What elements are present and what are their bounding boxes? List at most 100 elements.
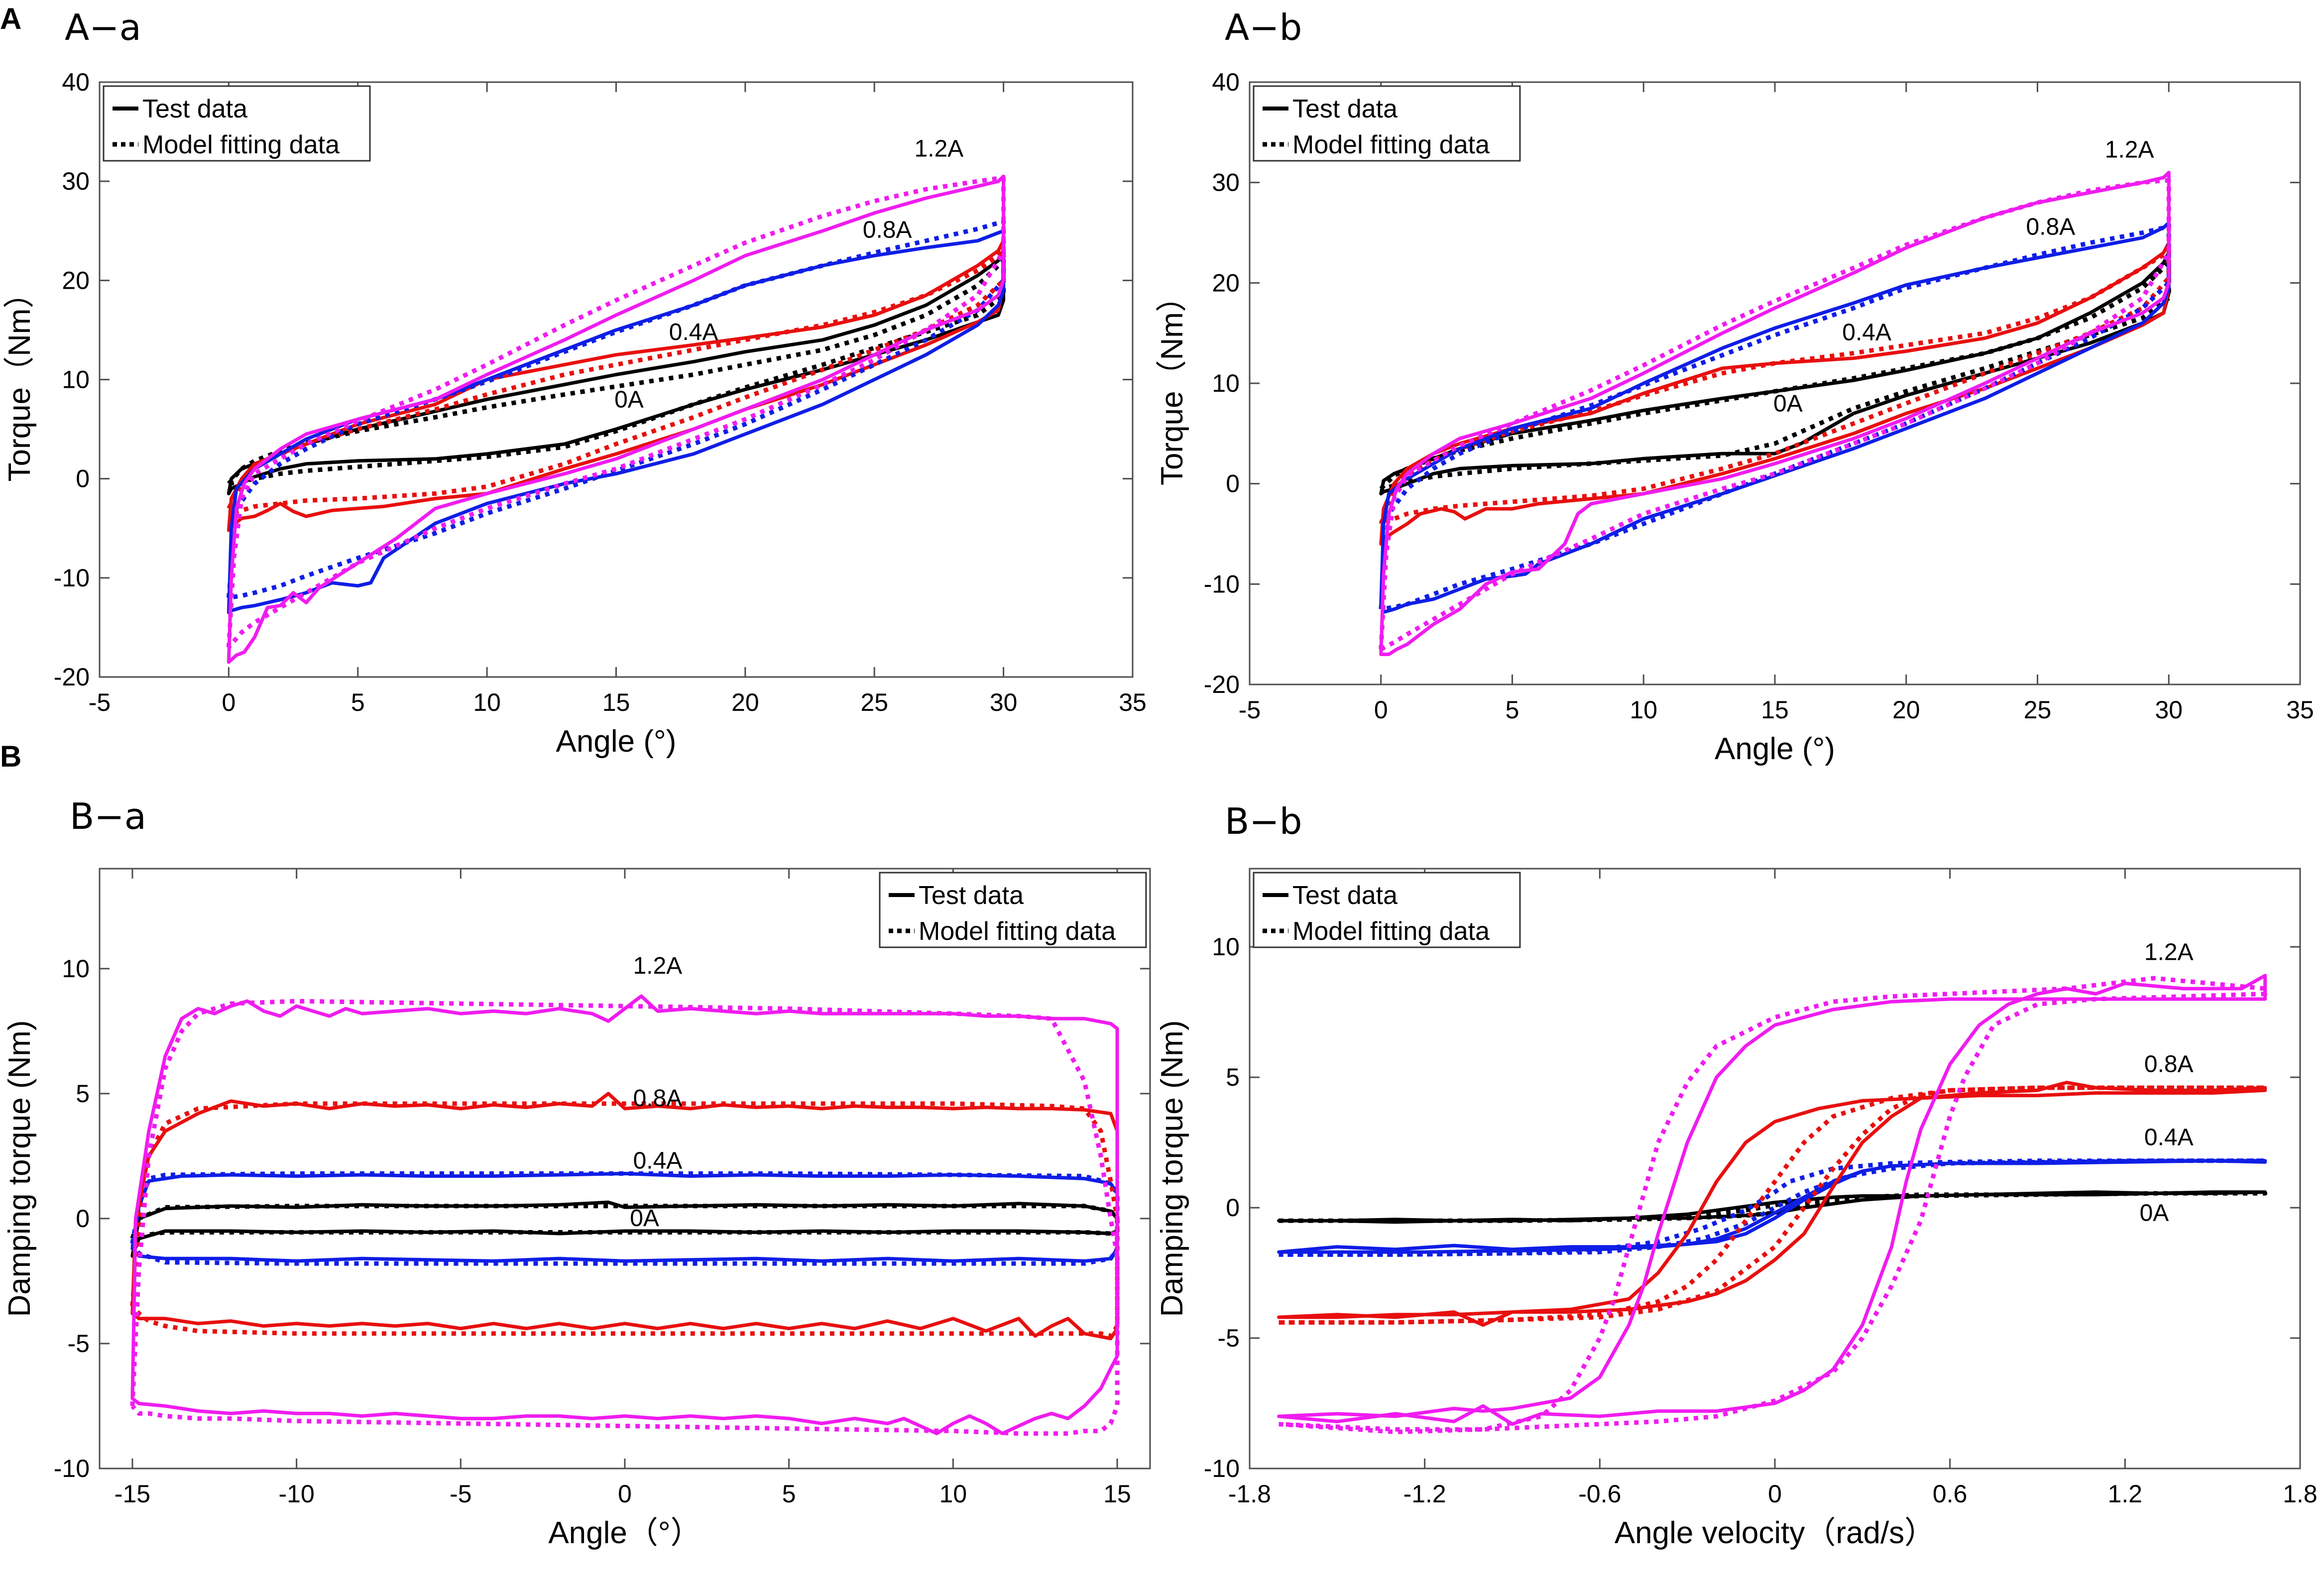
x-tick-label: 30 — [2155, 696, 2183, 724]
y-tick-label: 20 — [1212, 269, 1240, 297]
annotation-1-2a: 1.2A — [915, 135, 964, 162]
x-tick-label: 1.8 — [2283, 1480, 2318, 1508]
annotation-0-8a: 0.8A — [633, 1085, 683, 1112]
legend-box — [879, 872, 1147, 948]
annotation-0a: 0A — [630, 1205, 659, 1232]
legend-label: Model fitting data — [1292, 130, 1490, 159]
annotation-0a: 0A — [2140, 1200, 2169, 1226]
axes-box — [99, 81, 1134, 678]
annotation-0-4a: 0.4A — [669, 319, 718, 345]
y-axis-label: Torque（Nm） — [2, 278, 37, 482]
series-0-8a-model-fit — [1278, 1085, 2268, 1325]
subplot-title: B−b — [1225, 800, 1302, 842]
x-tick-label: 5 — [1506, 696, 1519, 724]
y-axis-label: Damping torque (Nm) — [2, 1020, 37, 1317]
y-tick-label: 30 — [1212, 169, 1240, 197]
axes-box — [99, 868, 1151, 1469]
y-tick-label: -20 — [54, 663, 90, 691]
axes-box — [1249, 81, 2301, 685]
y-tick-label: 5 — [1226, 1063, 1240, 1091]
panel-letter-A: A — [0, 2, 21, 35]
series-1-2a-test-data — [130, 994, 1119, 1436]
axes-box — [1249, 868, 2301, 1469]
legend-label: Test data — [142, 95, 247, 123]
y-tick-label: -10 — [1204, 570, 1240, 598]
series-0a-model-fit — [130, 1204, 1120, 1241]
panel-letter-B: B — [0, 740, 21, 773]
series-0-4a-model-fit — [227, 248, 1006, 516]
y-tick-label: 10 — [62, 955, 90, 983]
chart-B-b: B−b -1.8 -1.2 -0.6 0 0.6 1.2 1.8 -10 -5 0 5 10 Angle … — [1155, 800, 2318, 1550]
legend-label: Test data — [919, 881, 1024, 910]
x-tick-label: 15 — [602, 688, 630, 716]
x-tick-label: 0 — [1768, 1480, 1782, 1508]
x-tick-label: -5 — [1239, 696, 1261, 724]
x-tick-label: 0.6 — [1933, 1480, 1968, 1508]
x-tick-label: 20 — [1892, 696, 1920, 724]
x-tick-label: 0 — [222, 688, 235, 716]
y-axis-label: Torque（Nm） — [1155, 281, 1189, 485]
series-1-2a-model-fit — [1379, 178, 2171, 652]
x-axis-label: Angle velocity（rad/s） — [1615, 1516, 1935, 1550]
y-tick-label: 10 — [1212, 933, 1240, 961]
x-tick-label: 1.2 — [2108, 1480, 2143, 1508]
legend-label: Model fitting data — [1292, 917, 1490, 946]
x-axis-label: Angle (°) — [1715, 732, 1835, 766]
x-tick-label: 5 — [782, 1480, 796, 1508]
annotation-0-8a: 0.8A — [2026, 214, 2076, 240]
x-tick-label: 15 — [1103, 1480, 1131, 1508]
annotation-0-4a: 0.4A — [1842, 319, 1891, 345]
x-tick-label: 15 — [1761, 696, 1789, 724]
x-tick-label: -15 — [115, 1480, 150, 1508]
legend-label: Model fitting data — [919, 917, 1116, 946]
x-tick-label: -10 — [278, 1480, 314, 1508]
series-group — [226, 174, 1006, 664]
legend: Test data Model fitting data — [1253, 85, 1521, 162]
x-tick-label: 35 — [2286, 696, 2314, 724]
x-tick-label: 5 — [351, 688, 365, 716]
annotation-1-2a: 1.2A — [2105, 136, 2154, 163]
y-tick-label: -5 — [68, 1330, 90, 1357]
series-0-8a-test-data — [1379, 221, 2171, 614]
annotation-0-4a: 0.4A — [633, 1148, 683, 1174]
legend-label: Test data — [1292, 95, 1397, 123]
series-1-2a-test-data — [1277, 974, 2267, 1426]
x-tick-label: 0 — [618, 1480, 632, 1508]
subplot-title: A−b — [1225, 6, 1302, 48]
x-tick-label: 25 — [860, 688, 888, 716]
x-tick-label: 20 — [731, 688, 759, 716]
y-tick-label: -10 — [1204, 1455, 1240, 1482]
y-tick-label: -5 — [1218, 1324, 1240, 1352]
y-tick-label: 0 — [1226, 470, 1240, 498]
y-tick-label: 10 — [1212, 369, 1240, 397]
x-tick-label: 30 — [990, 688, 1018, 716]
series-group — [130, 994, 1120, 1436]
legend: Test data Model fitting data — [879, 872, 1147, 948]
series-1-2a-model-fit — [1278, 976, 2268, 1435]
x-axis-label: Angle (°) — [556, 724, 677, 759]
x-tick-label: 10 — [1629, 696, 1657, 724]
legend-box — [103, 85, 371, 162]
series-group — [1277, 974, 2268, 1435]
chart-A-a: A−a -5 0 5 10 15 20 25 30 35 -20 -10 0 10 20 30 40 Angle … — [2, 6, 1147, 759]
legend-label: Model fitting data — [142, 130, 340, 159]
x-tick-label: -5 — [450, 1480, 471, 1508]
y-tick-label: -10 — [54, 1455, 90, 1482]
series-group — [1379, 171, 2171, 656]
x-tick-label: -1.2 — [1403, 1480, 1446, 1508]
y-tick-label: 0 — [1226, 1194, 1240, 1222]
x-tick-label: 35 — [1119, 688, 1147, 716]
legend-box — [1253, 872, 1521, 948]
x-tick-label: 25 — [2024, 696, 2052, 724]
x-tick-label: 10 — [939, 1480, 967, 1508]
series-1-2a-test-data — [227, 174, 1006, 664]
y-tick-label: -10 — [54, 564, 90, 592]
series-0a-model-fit — [1278, 1191, 2268, 1223]
y-tick-label: 10 — [62, 366, 90, 394]
annotation-0-8a: 0.8A — [863, 217, 912, 243]
y-axis-label: Damping torque (Nm) — [1155, 1020, 1189, 1317]
legend-box — [1253, 85, 1521, 162]
series-0-4a-test-data — [1379, 241, 2171, 546]
x-tick-label: 10 — [473, 688, 501, 716]
x-tick-label: -5 — [89, 688, 111, 716]
